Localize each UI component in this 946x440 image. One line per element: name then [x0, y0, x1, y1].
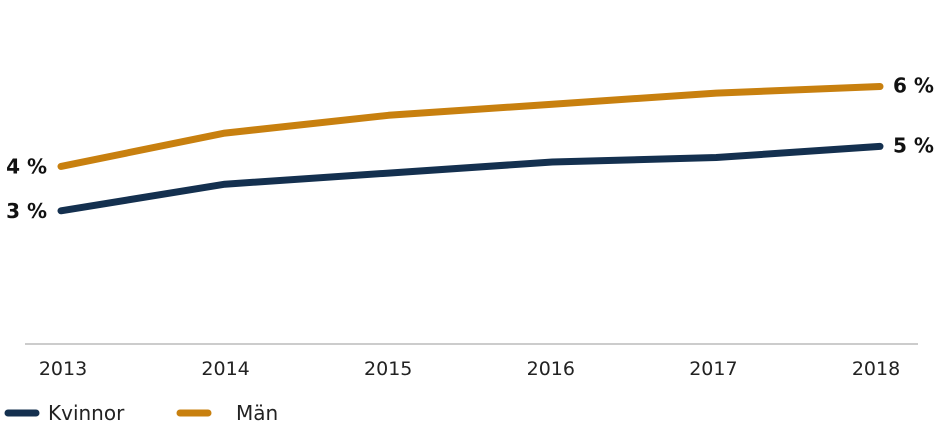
start-label-kvinnor: 3 %: [6, 199, 47, 223]
series-line-kvinnor: [57, 142, 884, 215]
end-label-kvinnor: 5 %: [893, 133, 934, 157]
x-tick-label: 2014: [201, 358, 249, 380]
x-tick-label: 2018: [852, 358, 900, 380]
series-lines: [57, 83, 884, 215]
legend-label-kvinnor: Kvinnor: [48, 401, 125, 425]
x-tick-label: 2016: [527, 358, 575, 380]
start-label-män: 4 %: [6, 154, 47, 178]
x-tick-label: 2015: [364, 358, 412, 380]
legend: Kvinnor Män: [4, 401, 278, 425]
series-line-män: [57, 83, 884, 170]
end-label-män: 6 %: [893, 73, 934, 97]
x-tick-label: 2017: [689, 358, 737, 380]
legend-label-män: Män: [236, 401, 278, 425]
x-tick-labels: 2013 2014 2015 2016 2017 2018: [39, 358, 900, 380]
x-tick-label: 2013: [39, 358, 87, 380]
data-labels: 3 % 5 % 4 % 6 %: [6, 73, 934, 222]
